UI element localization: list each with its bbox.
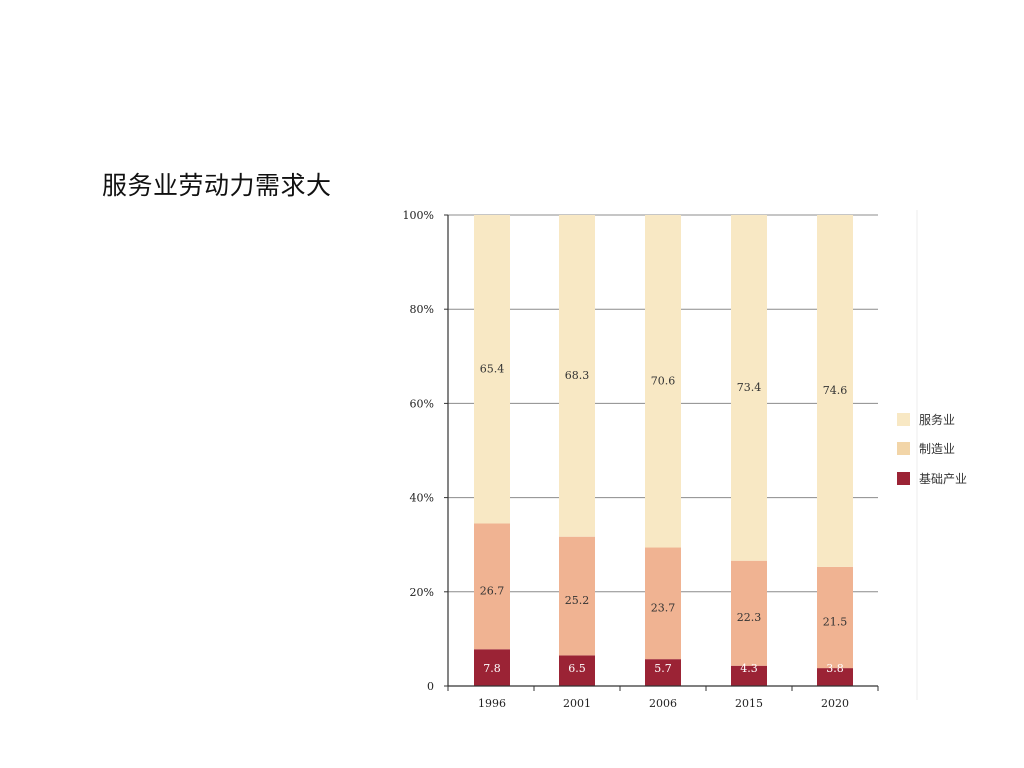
- data-label: 7.8: [483, 662, 501, 675]
- bar-segment: [731, 560, 767, 666]
- data-label: 65.4: [480, 362, 505, 375]
- y-tick-label: 80%: [410, 303, 434, 316]
- x-tick-label: 1996: [478, 697, 506, 710]
- data-label: 25.2: [565, 594, 590, 607]
- bar-segment: [731, 215, 767, 561]
- data-label: 23.7: [651, 601, 676, 614]
- legend-label: 基础产业: [919, 472, 967, 486]
- legend-swatch: [897, 472, 910, 485]
- bar-segment: [474, 649, 510, 686]
- data-label: 6.5: [568, 662, 586, 675]
- data-label: 68.3: [565, 369, 590, 382]
- y-tick-label: 0: [427, 680, 434, 693]
- x-tick-label: 2020: [821, 697, 849, 710]
- slide-title: 服务业劳动力需求大: [102, 171, 332, 200]
- x-tick-label: 2001: [563, 697, 591, 710]
- y-tick-label: 100%: [403, 209, 434, 222]
- y-tick-label: 60%: [410, 397, 434, 410]
- data-label: 73.4: [737, 381, 762, 394]
- y-tick-label: 20%: [410, 586, 434, 599]
- data-label: 21.5: [823, 615, 848, 628]
- axes: 0 20% 40% 60% 80% 100% 1996 2001 2006 2015 2020: [403, 209, 918, 710]
- bars: [474, 215, 853, 686]
- bar-segment: [474, 215, 510, 524]
- data-labels: 7.8 26.7 65.4 6.5 25.2 68.3 5.7 23.7 70.6 4.3 22.3…: [480, 362, 848, 675]
- legend-swatch: [897, 442, 910, 455]
- data-label: 3.8: [826, 662, 844, 675]
- bar-segment: [817, 566, 853, 669]
- bar-segment: [645, 547, 681, 660]
- data-label: 4.3: [740, 662, 758, 675]
- data-label: 26.7: [480, 584, 505, 597]
- bar-segment: [559, 215, 595, 537]
- bar-segment: [645, 215, 681, 548]
- bar-segment: [559, 655, 595, 686]
- bar-segment: [559, 536, 595, 656]
- bar-segment: [731, 665, 767, 686]
- bar-segment: [817, 215, 853, 567]
- data-label: 5.7: [654, 662, 672, 675]
- legend-label: 制造业: [919, 442, 955, 456]
- legend-label: 服务业: [919, 412, 955, 427]
- data-label: 70.6: [651, 374, 676, 387]
- bar-segment: [817, 668, 853, 686]
- data-label: 22.3: [737, 611, 762, 624]
- x-tick-label: 2015: [735, 697, 763, 710]
- bar-segment: [645, 659, 681, 686]
- x-tick-label: 2006: [649, 697, 677, 710]
- legend-swatch: [897, 413, 910, 426]
- y-tick-label: 40%: [410, 492, 434, 505]
- data-label: 74.6: [823, 384, 848, 397]
- bar-segment: [474, 523, 510, 650]
